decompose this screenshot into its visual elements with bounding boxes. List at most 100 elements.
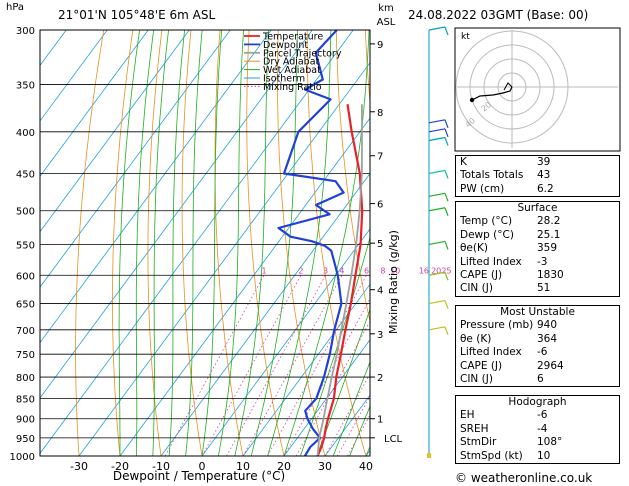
indices-panel: K 39 Totals Totals 43 PW (cm) 6.2 (455, 155, 620, 198)
stat-value: 364 (537, 332, 558, 345)
wind-barb (428, 26, 446, 31)
isotherm-line (40, 30, 190, 233)
km-tick-label: 6 (377, 200, 383, 211)
temperature-tick-label: 30 (318, 460, 332, 473)
stat-value: 25.1 (537, 228, 561, 241)
km-tick-label: 3 (377, 330, 383, 341)
hodograph-params-panel: Hodograph EH -6 SREH -4 StmDir 108° StmSpd (kt… (455, 395, 620, 465)
hpa-unit-label: hPa (6, 2, 25, 13)
stat-value: 108° (537, 436, 563, 449)
hodograph-kt-label: kt (461, 32, 470, 42)
wind-barb (444, 128, 449, 138)
stat-row: θe (K) 364 (456, 333, 619, 346)
stat-label: θe (K) (460, 332, 492, 345)
wind-barb (444, 119, 449, 129)
dry-adiabat-line (277, 30, 326, 456)
dry-adiabat-line (214, 30, 244, 456)
wet-adiabat-line (168, 30, 186, 456)
stat-value: -6 (537, 346, 548, 359)
stat-value: -3 (537, 255, 548, 268)
stat-row: StmDir 108° (456, 436, 619, 449)
km-tick-label: 2 (377, 373, 383, 384)
isotherm-line (283, 339, 370, 456)
wet-adiabat-line (349, 405, 370, 456)
stat-row: CIN (J) 51 (456, 282, 619, 295)
pressure-tick-label: 600 (16, 271, 35, 282)
stat-row: PW (cm) 6.2 (456, 183, 619, 196)
wet-adiabat-line (283, 30, 370, 456)
wind-barb (444, 137, 449, 146)
stat-value: 359 (537, 242, 558, 255)
stat-label: CIN (J) (460, 282, 493, 295)
pressure-tick-label: 450 (16, 169, 35, 180)
mixing-ratio-label: 10 (390, 266, 400, 275)
pressure-tick-label: 650 (16, 300, 35, 311)
pressure-tick-label: 700 (16, 326, 35, 337)
legend-label: Isotherm (263, 74, 305, 85)
stat-label: CIN (J) (460, 373, 493, 386)
location-label: 21°01'N 105°48'E 6m ASL (58, 8, 216, 22)
temperature-tick-label: 40 (359, 460, 373, 473)
stat-row: StmSpd (kt) 10 (456, 450, 619, 463)
wind-barb (444, 326, 449, 336)
stat-value: 43 (537, 169, 551, 182)
parcel-trajectory-profile (316, 104, 363, 456)
dry-adiabat-line (306, 30, 367, 456)
mixing-ratio-label: 1 (261, 266, 266, 275)
mixing-ratio-label: 3 (323, 266, 328, 275)
wind-barb (444, 272, 449, 281)
mixing-ratio-label: 4 (339, 266, 344, 275)
stat-label: K (460, 156, 467, 168)
temperature-tick-label: -20 (111, 460, 129, 473)
stat-label: Pressure (mb) (460, 319, 534, 332)
legend-label: Parcel Trajectory (263, 48, 342, 59)
hodograph-params-title: Hodograph (508, 396, 567, 408)
wet-adiabat-line (118, 30, 141, 456)
stat-value: 6 (537, 373, 544, 386)
pressure-tick-label: 750 (16, 350, 35, 361)
stat-value: 2964 (537, 359, 564, 372)
mixing-ratio-label: 2 (298, 266, 303, 275)
km-tick-label: LCL (384, 434, 403, 445)
isotherm-line (40, 30, 149, 177)
stat-row: SREH -4 (456, 423, 619, 436)
most-unstable-title: Most Unstable (500, 306, 575, 318)
pressure-tick-label: 950 (16, 434, 35, 445)
stat-value: 39 (537, 156, 551, 168)
pressure-tick-label: 550 (16, 240, 35, 251)
dewpoint-profile (277, 30, 345, 456)
km-tick-label: 5 (377, 239, 383, 250)
stat-row: CAPE (J) 2964 (456, 360, 619, 373)
wet-adiabat-line (316, 308, 370, 456)
hodograph: kt 20 40 (454, 27, 621, 152)
wet-adiabat-line (135, 30, 155, 456)
km-tick-label: 4 (377, 286, 383, 297)
dry-adiabat-line (112, 30, 134, 456)
wind-barb (428, 119, 446, 124)
pressure-tick-label: 500 (16, 207, 35, 218)
stat-label: StmDir (460, 436, 497, 449)
stat-label: CAPE (J) (460, 269, 503, 282)
wet-adiabat-line (332, 360, 370, 456)
legend-label: Temperature (262, 32, 323, 43)
dry-adiabat-line (625, 24, 629, 456)
stat-row: CIN (J) 6 (456, 373, 619, 386)
dry-adiabat-line (335, 30, 370, 324)
stat-row: K 39 (456, 156, 619, 169)
wind-barb (444, 207, 449, 216)
wind-barb (428, 128, 446, 133)
stat-label: Totals Totals (460, 169, 524, 182)
wind-barbs (427, 26, 449, 458)
wind-barb (427, 453, 431, 458)
isotherm-line (40, 30, 231, 288)
stat-label: PW (cm) (460, 182, 505, 195)
wet-adiabat-line (201, 30, 223, 456)
wet-adiabat-line (185, 30, 203, 456)
stat-label: CAPE (J) (460, 359, 503, 372)
stat-value: -6 (537, 409, 548, 422)
wind-barb (428, 271, 446, 276)
wind-barb (428, 299, 446, 305)
wind-barb (428, 169, 446, 175)
stat-row: Totals Totals 43 (456, 169, 619, 182)
